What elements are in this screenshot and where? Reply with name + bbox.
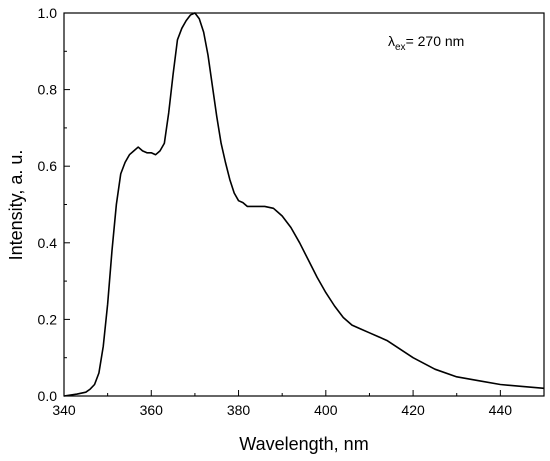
y-tick-label: 1.0 xyxy=(38,5,58,21)
lambda-symbol: λ xyxy=(388,33,395,49)
y-tick-label: 0.6 xyxy=(38,158,58,174)
plot-frame xyxy=(63,12,545,397)
y-axis-ticks: 0.0 0.2 0.4 0.6 0.8 1.0 xyxy=(38,5,70,404)
x-tick-label: 360 xyxy=(140,402,164,418)
annotation-value: = 270 nm xyxy=(406,33,465,49)
y-tick-label: 0.2 xyxy=(38,311,58,327)
y-tick-label: 0.4 xyxy=(38,235,58,251)
x-tick-label: 380 xyxy=(227,402,251,418)
emission-spectrum-line xyxy=(63,12,545,397)
ex-subscript: ex xyxy=(395,42,406,53)
y-axis-label: Intensity, a. u. xyxy=(6,150,26,261)
y-tick-label: 0.8 xyxy=(38,82,58,98)
x-axis-ticks: 340 360 380 400 420 440 xyxy=(52,390,512,418)
x-tick-label: 440 xyxy=(489,402,513,418)
y-tick-label: 0.0 xyxy=(38,388,58,404)
excitation-annotation: λex= 270 nm xyxy=(388,33,464,53)
x-tick-label: 400 xyxy=(314,402,338,418)
x-tick-label: 420 xyxy=(401,402,425,418)
x-tick-label: 340 xyxy=(52,402,76,418)
x-axis-label: Wavelength, nm xyxy=(239,434,368,454)
